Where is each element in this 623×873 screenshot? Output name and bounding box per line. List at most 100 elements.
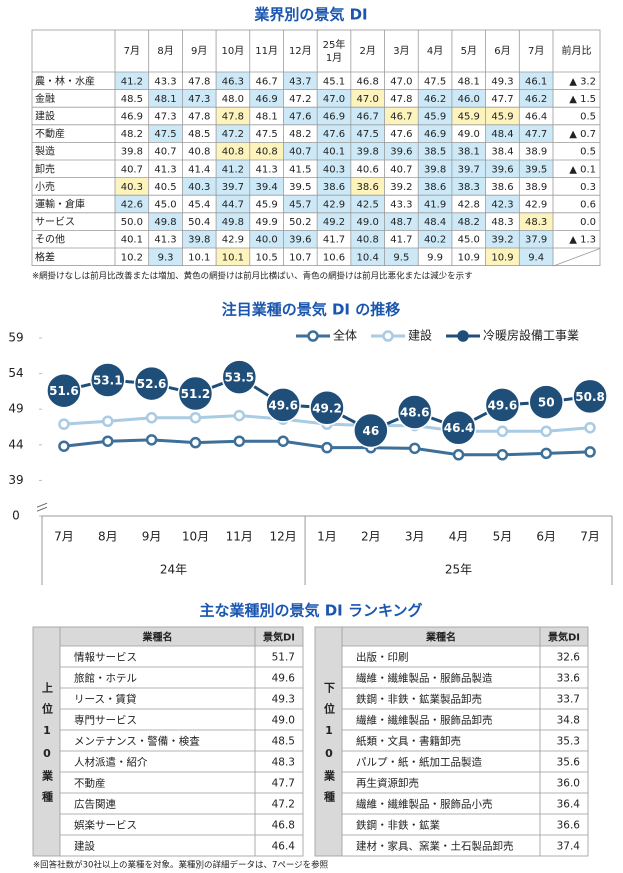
- x-tick-label: 9月: [142, 530, 162, 544]
- cell-shade: [418, 142, 452, 160]
- cell-value: 9.3: [158, 252, 174, 263]
- change-value: 0.5: [580, 112, 596, 123]
- change-value: 0.6: [580, 200, 596, 211]
- point: [584, 446, 596, 458]
- cell-value: 48.3: [491, 217, 513, 228]
- cell-shade: [216, 107, 250, 125]
- cell-value: 50.0: [121, 217, 143, 228]
- cell-value: 9.9: [427, 252, 443, 263]
- di-value: 49.6: [272, 673, 296, 685]
- cell-shade: [350, 212, 385, 231]
- cell-value: 48.5: [121, 94, 143, 105]
- cell-shade: [485, 230, 520, 248]
- ranking-title: 主な業種別の景気 DI ランキング: [199, 602, 422, 620]
- legend-label: 建設: [408, 328, 432, 343]
- cell-value: 47.2: [289, 94, 311, 105]
- di-value: 48.3: [272, 757, 295, 769]
- point: [452, 449, 465, 461]
- y-tick-label: 44: [8, 437, 23, 451]
- cell-value: 46.1: [525, 76, 547, 87]
- cell-value: 40.8: [188, 147, 210, 158]
- cell-value: 45.4: [188, 200, 210, 211]
- cell-shade: [148, 248, 183, 266]
- cell-value: 47.6: [323, 129, 345, 140]
- row-label: 建設: [35, 110, 55, 123]
- x-tick-label: 12月: [270, 530, 297, 544]
- data-label: 52.6: [137, 377, 167, 391]
- cell-value: 48.3: [525, 217, 547, 228]
- industry-name: リース・賃貸: [74, 693, 136, 706]
- cell-shade: [148, 89, 183, 108]
- y-tick-label: 54: [8, 366, 23, 380]
- row-label: 金融: [35, 92, 55, 105]
- point: [496, 449, 509, 461]
- cell-value: 48.7: [390, 217, 412, 228]
- cell-value: 43.7: [289, 76, 311, 87]
- industry-name: 繊維・繊維製品・服飾品卸売: [356, 714, 493, 727]
- cell-value: 45.0: [458, 235, 480, 246]
- di-value: 37.4: [557, 841, 581, 853]
- x-tick-label: 11月: [226, 530, 253, 544]
- row-label: 製造: [35, 145, 55, 158]
- cell-value: 39.6: [390, 147, 412, 158]
- cell-shade: [519, 72, 553, 90]
- cell-value: 47.8: [390, 94, 412, 105]
- column-header: 3月: [393, 45, 409, 57]
- cell-value: 40.7: [154, 147, 176, 158]
- header-label: 業種名: [142, 631, 173, 644]
- point-bubble: [177, 375, 214, 412]
- cell-shade: [317, 89, 351, 108]
- ranking-frame: [314, 626, 589, 857]
- cell-value: 9.4: [528, 252, 544, 263]
- cell-value: 38.3: [458, 182, 480, 193]
- cell-value: 47.7: [491, 94, 513, 105]
- cell-shade: [519, 230, 553, 248]
- y-tick-label: 39: [8, 473, 23, 487]
- cell-shade: [317, 107, 351, 125]
- header-cell: [342, 627, 588, 646]
- cell-value: 40.2: [424, 235, 446, 246]
- cell-value: 41.7: [323, 235, 345, 246]
- cell-shade: [148, 124, 183, 143]
- cell-value: 47.0: [323, 94, 345, 105]
- change-value: 0.0: [580, 217, 596, 228]
- cell-shade: [418, 124, 452, 143]
- point-bubble: [572, 378, 608, 415]
- point: [321, 441, 333, 454]
- cell-value: 49.2: [323, 217, 345, 228]
- cell-value: 38.5: [424, 147, 446, 158]
- cell-value: 48.1: [255, 112, 277, 123]
- cell-shade: [182, 89, 217, 108]
- point-bubble: [309, 390, 345, 426]
- di-value: 35.6: [557, 757, 581, 769]
- column-header: 8月: [157, 45, 173, 57]
- di-value: 49.3: [272, 694, 295, 706]
- cell-value: 42.9: [323, 200, 345, 211]
- di-value: 47.7: [272, 778, 295, 790]
- industry-name: 専門サービス: [74, 715, 137, 727]
- cell-value: 42.5: [357, 200, 379, 211]
- x-tick-label: 8月: [98, 530, 118, 544]
- cell-shade: [317, 212, 351, 231]
- cell-shade: [182, 230, 217, 248]
- cell-shade: [451, 212, 486, 231]
- di-value: 46.8: [272, 820, 295, 832]
- cell-value: 45.9: [491, 112, 513, 123]
- x-tick-label: 5月: [493, 530, 513, 544]
- x-tick-label: 2月: [361, 530, 381, 544]
- cell-value: 45.1: [323, 76, 345, 87]
- cell-shade: [384, 107, 419, 125]
- cell-shade: [350, 124, 385, 143]
- row-label: 小売: [35, 180, 55, 193]
- change-value: ▲ 1.5: [569, 94, 596, 105]
- industry-name: メンテナンス・警備・検査: [74, 735, 200, 748]
- cell-value: 40.1: [121, 235, 143, 246]
- cell-shade: [182, 177, 217, 196]
- row-label: 農・林・水産: [35, 74, 95, 87]
- point-bubble: [46, 372, 82, 409]
- cell-shade: [485, 124, 520, 143]
- cell-value: 10.6: [323, 252, 345, 263]
- cell-value: 40.6: [357, 164, 379, 175]
- di-value: 35.3: [557, 736, 580, 748]
- row-label: 運輸・倉庫: [35, 198, 85, 211]
